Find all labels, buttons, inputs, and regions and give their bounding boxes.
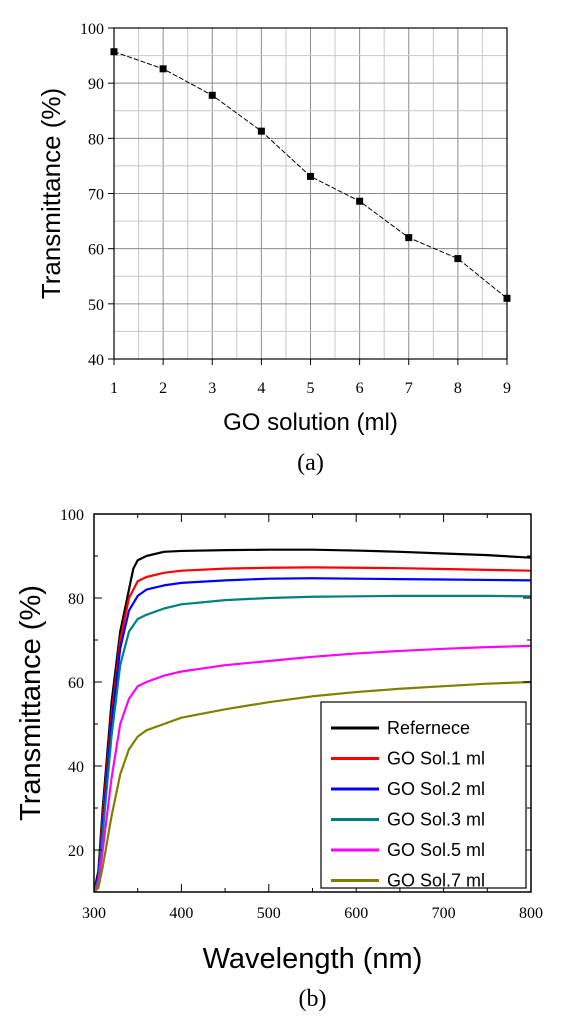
y-tick-label: 70 <box>88 187 104 204</box>
y-tick-label: 80 <box>68 591 84 608</box>
x-tick-label: 600 <box>344 905 368 922</box>
legend-label: GO Sol.7 ml <box>387 871 485 891</box>
data-point <box>257 127 265 135</box>
x-tick-label: 9 <box>503 380 511 397</box>
x-tick-label: 8 <box>454 380 462 397</box>
x-tick-label: 500 <box>257 905 281 922</box>
data-point <box>454 255 462 263</box>
panel-label-a: (a) <box>297 450 324 476</box>
x-tick-label: 4 <box>257 380 265 397</box>
x-tick-label: 700 <box>432 905 456 922</box>
panel-a-chart: 1 2 3 4 5 6 7 8 9 40 50 60 70 80 90 100 GO solution (ml)… <box>36 21 511 476</box>
legend: Refernece GO Sol.1 ml GO Sol.2 ml GO Sol.3 … <box>320 701 527 891</box>
x-tick-label: 1 <box>110 380 118 397</box>
x-tick-label: 6 <box>356 380 364 397</box>
legend-label: GO Sol.3 ml <box>387 810 485 830</box>
legend-label: Refernece <box>387 718 470 738</box>
panel-b-chart: 300 400 500 600 700 800 20 40 60 80 100 Wavelength … <box>15 507 543 1012</box>
series-line-4 <box>94 594 531 892</box>
legend-label: GO Sol.5 ml <box>387 840 485 860</box>
data-point <box>356 197 364 205</box>
y-tick-label: 80 <box>88 131 104 148</box>
legend-label: GO Sol.2 ml <box>387 779 485 799</box>
series-line-6 <box>94 680 531 892</box>
x-tick-label: 400 <box>169 905 193 922</box>
data-point <box>503 294 511 302</box>
series-line-5 <box>94 644 531 892</box>
y-axis-label: Transmittance (%) <box>15 585 47 821</box>
y-tick-label: 100 <box>80 21 104 38</box>
y-tick-label: 40 <box>88 352 104 369</box>
data-point <box>110 48 118 56</box>
y-tick-label: 100 <box>60 507 84 524</box>
legend-box <box>320 701 527 889</box>
x-tick-label: 3 <box>208 380 216 397</box>
x-tick-label: 7 <box>405 380 413 397</box>
data-point <box>307 172 314 180</box>
x-axis-label: Wavelength (nm) <box>203 943 423 975</box>
data-point <box>159 65 167 73</box>
x-axis-label: GO solution (ml) <box>223 409 398 436</box>
legend-label: GO Sol.1 ml <box>387 749 485 769</box>
y-tick-label: 20 <box>68 843 84 860</box>
x-tick-label: 300 <box>82 905 106 922</box>
y-tick-label: 50 <box>88 297 104 314</box>
y-tick-label: 60 <box>68 675 84 692</box>
series-group <box>94 548 531 892</box>
data-point <box>405 234 413 242</box>
x-tick-label: 2 <box>159 380 167 397</box>
data-point <box>208 91 216 99</box>
y-tick-label: 90 <box>88 76 104 93</box>
x-tick-label: 800 <box>519 905 543 922</box>
series-line-1 <box>94 548 531 892</box>
y-tick-label: 40 <box>68 759 84 776</box>
y-axis-label: Transmittance (%) <box>36 88 66 299</box>
y-tick-label: 60 <box>88 242 104 259</box>
panel-label-b: (b) <box>299 986 327 1012</box>
x-tick-label: 5 <box>307 380 315 397</box>
